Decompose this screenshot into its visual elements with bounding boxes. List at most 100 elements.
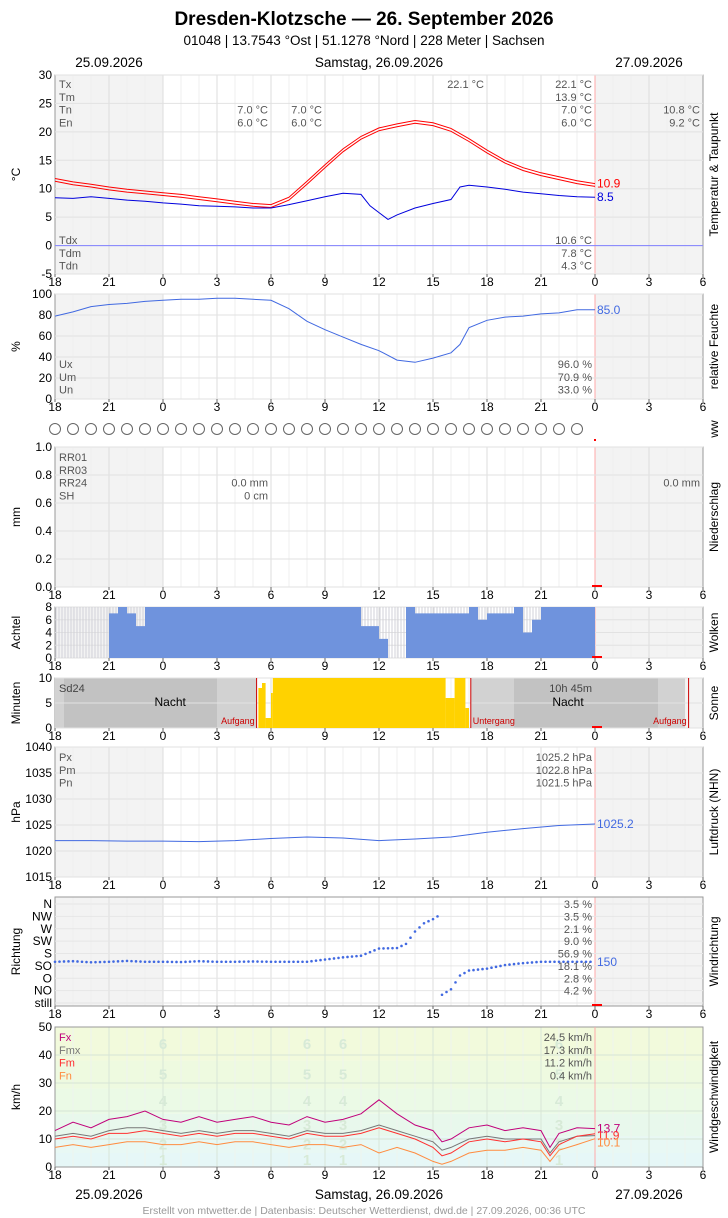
- cloud-bar: [187, 607, 190, 658]
- direction-point: [544, 960, 547, 964]
- direction-point: [283, 960, 286, 964]
- direction-frequency: 9.0 %: [564, 936, 592, 948]
- direction-point: [161, 960, 165, 964]
- direction-point: [85, 960, 88, 964]
- direction-point: [170, 960, 174, 964]
- x-tick-label: 6: [268, 1007, 275, 1021]
- cloud-bar: [184, 607, 187, 658]
- cloud-bar: [307, 607, 310, 658]
- cloud-bar: [220, 607, 223, 658]
- cloud-bar: [436, 613, 439, 658]
- cloud-bar: [574, 607, 577, 658]
- y-tick-label: 10: [39, 182, 53, 196]
- cloud-bar: [199, 607, 202, 658]
- ww-circle: [175, 423, 187, 435]
- stat-value-next-day: 9.2 °C: [669, 117, 700, 129]
- sun-bar: [262, 683, 266, 728]
- y-tick-label: 0: [45, 1160, 52, 1174]
- ww-circle: [535, 423, 547, 435]
- stat-label: En: [59, 117, 72, 129]
- sun-bar: [265, 718, 271, 728]
- y-tick-label: 50: [39, 1020, 53, 1034]
- cloud-bar: [151, 607, 154, 658]
- cloud-bar: [457, 613, 460, 658]
- cloud-bar: [271, 607, 274, 658]
- cloud-bar: [283, 607, 286, 658]
- cloud-bar: [541, 607, 544, 658]
- x-tick-label: 0: [592, 1007, 599, 1021]
- cloud-bar: [211, 607, 214, 658]
- x-tick-label: 6: [700, 878, 707, 892]
- x-tick-label: 21: [102, 1168, 116, 1182]
- cloud-bar: [427, 613, 430, 658]
- x-tick-label: 0: [592, 400, 599, 414]
- stat-value: 17.3 km/h: [544, 1045, 592, 1057]
- direction-point: [364, 952, 367, 956]
- cloud-bar: [202, 607, 205, 658]
- cloud-bar: [421, 613, 424, 658]
- x-tick-label: 0: [160, 659, 167, 673]
- cloud-bar: [364, 626, 367, 658]
- cloud-bar: [577, 607, 580, 658]
- cloud-bar: [373, 626, 376, 658]
- beaufort-label: 2: [339, 1137, 347, 1154]
- cloud-bar: [280, 607, 283, 658]
- night-label: Nacht: [552, 695, 584, 709]
- y-axis-label: km/h: [9, 1084, 23, 1110]
- direction-category-label: still: [35, 996, 52, 1010]
- cloud-bar: [235, 607, 238, 658]
- x-tick-label: 0: [592, 878, 599, 892]
- end-value-label: 10.9: [597, 177, 621, 191]
- x-tick-label: 18: [48, 1168, 62, 1182]
- cloud-bar: [448, 613, 451, 658]
- direction-point: [562, 960, 565, 964]
- cloud-bar: [331, 607, 334, 658]
- x-tick-label: 21: [102, 588, 116, 602]
- x-tick-label: 3: [214, 275, 221, 289]
- series-fmx: [54, 1124, 596, 1154]
- x-tick-label: 6: [268, 729, 275, 743]
- cloud-bar: [565, 607, 568, 658]
- y-tick-label: 5: [45, 210, 52, 224]
- stat-value: 70.9 %: [558, 372, 592, 384]
- stat-value-next-day: 10.8 °C: [663, 105, 700, 117]
- ww-circle: [157, 423, 169, 435]
- direction-point: [332, 957, 336, 960]
- stat-value: 7.8 °C: [561, 248, 592, 260]
- direction-point: [143, 960, 147, 964]
- direction-point: [296, 960, 300, 964]
- cloud-bar: [361, 626, 364, 658]
- direction-point: [310, 959, 313, 963]
- x-tick-label: 15: [426, 275, 440, 289]
- side-label: Windrichtung: [707, 916, 721, 986]
- cloud-bar: [571, 607, 574, 658]
- y-tick-label: 30: [39, 68, 53, 82]
- direction-point: [197, 959, 201, 963]
- cloud-bar: [292, 607, 295, 658]
- beaufort-label: 6: [159, 1036, 167, 1053]
- ww-circle: [355, 423, 367, 435]
- beaufort-label: 1: [555, 1152, 563, 1169]
- x-tick-label: 9: [322, 1007, 329, 1021]
- cloud-bar: [172, 607, 175, 658]
- stat-label: Un: [59, 385, 73, 397]
- x-tick-label: 18: [48, 729, 62, 743]
- direction-point: [553, 960, 556, 964]
- direction-point: [80, 960, 84, 964]
- beaufort-label: 5: [555, 1067, 563, 1084]
- direction-category-label: N: [43, 897, 52, 911]
- direction-point: [463, 971, 466, 975]
- x-tick-label: 0: [160, 729, 167, 743]
- y-axis-label: Richtung: [9, 928, 23, 975]
- sun-bar: [460, 678, 466, 728]
- stat-value: 33.0 %: [558, 385, 592, 397]
- cloud-bar: [181, 607, 184, 658]
- stat-value: 0.0 mm: [231, 478, 268, 490]
- cloud-bar: [589, 607, 592, 658]
- direction-point: [278, 960, 282, 964]
- ww-circle: [121, 423, 133, 435]
- cloud-bar: [442, 613, 445, 658]
- direction-point: [589, 960, 592, 964]
- now-marker-dot: [594, 439, 596, 441]
- cloud-bar: [319, 607, 322, 658]
